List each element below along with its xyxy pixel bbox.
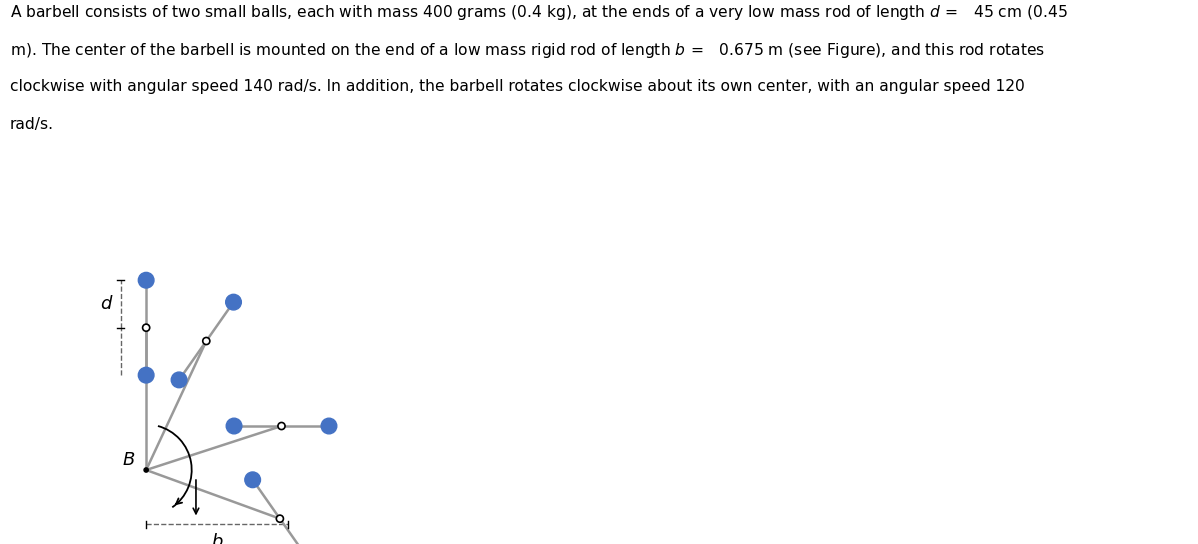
Circle shape <box>138 367 155 383</box>
Text: $B$: $B$ <box>121 450 134 468</box>
Circle shape <box>144 468 149 472</box>
Circle shape <box>143 324 150 331</box>
Text: rad/s.: rad/s. <box>10 117 54 132</box>
Circle shape <box>277 515 284 522</box>
Circle shape <box>226 418 242 434</box>
Circle shape <box>244 472 260 487</box>
Circle shape <box>278 423 285 430</box>
Circle shape <box>138 273 155 288</box>
Text: A barbell consists of two small balls, each with mass 400 grams (0.4 kg), at the: A barbell consists of two small balls, e… <box>10 3 1067 22</box>
Text: clockwise with angular speed 140 rad/s. In addition, the barbell rotates clockwi: clockwise with angular speed 140 rad/s. … <box>10 79 1024 94</box>
Circle shape <box>225 294 241 310</box>
Text: m). The center of the barbell is mounted on the end of a low mass rigid rod of l: m). The center of the barbell is mounted… <box>10 41 1045 60</box>
Text: $b$: $b$ <box>211 533 224 544</box>
Circle shape <box>321 418 337 434</box>
Circle shape <box>202 337 210 344</box>
Text: $d$: $d$ <box>99 295 114 313</box>
Circle shape <box>171 372 187 388</box>
